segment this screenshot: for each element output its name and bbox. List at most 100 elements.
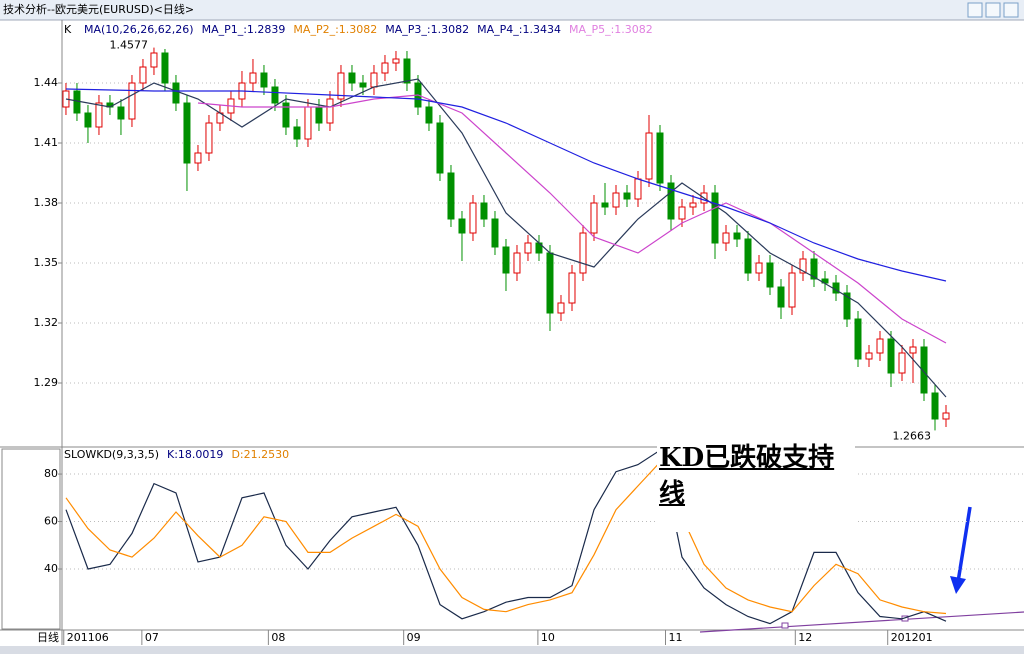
y-tick-label: 1.32 [34,316,59,329]
candle-body [557,302,565,314]
ma-line [65,78,947,398]
low-label: 1.2663 [893,429,932,442]
candle-body [755,262,763,274]
marker [781,622,789,629]
candle-body [392,58,400,64]
candle-body [150,52,158,68]
candle-body [788,272,796,308]
candle-body [403,58,411,84]
y-tick-label: 60 [44,515,58,528]
y-tick-label: 1.44 [34,76,59,89]
candle-body [931,392,939,420]
x-tick-label: 201201 [891,631,933,644]
candle-body [425,106,433,124]
candle-body [95,102,103,128]
candle-body [117,106,125,120]
button[interactable] [1003,2,1019,18]
candle-body [315,106,323,124]
candle-body [469,202,477,234]
arrow [956,506,972,583]
x-tick-label: 09 [407,631,421,644]
x-axis-label: 日线 [37,630,59,644]
x-tick-label: 11 [668,631,682,644]
candle-body [183,102,191,164]
candle-body [887,338,895,374]
candle-body [436,122,444,174]
kd-line [65,449,947,625]
x-tick-label: 12 [798,631,812,644]
window-title: 技术分析--欧元美元(EURUSD)<日线> [3,2,194,16]
legend-entry: D:21.2530 [231,448,289,461]
x-tick-label: 08 [271,631,285,644]
candle-body [601,202,609,208]
candle-body [876,338,884,354]
candle-body [909,346,917,354]
candle-body [843,292,851,320]
candle-body [513,252,521,274]
candle-body [678,206,686,220]
candle-body [447,172,455,220]
candle-body [766,262,774,288]
candle-body [139,66,147,84]
candle-body [623,192,631,200]
candle-body [777,286,785,308]
candle-body [128,82,136,120]
candle-body [293,126,301,140]
legend-entry: MA_P2_:1.3082 [293,23,377,36]
y-tick-label: 1.38 [34,196,59,209]
candle-body [84,112,92,128]
y-tick-label: 1.35 [34,256,59,269]
candle-body [194,152,202,164]
candle-body [370,72,378,88]
candle-body [458,218,466,234]
high-label: 1.4577 [109,39,148,52]
candle-body [304,106,312,140]
panel-label: K [64,23,72,36]
candle-body [260,72,268,88]
legend-entry: MA_P3_:1.3082 [385,23,469,36]
candle-body [810,258,818,280]
legend-entry: K:18.0019 [167,448,223,461]
ma-line [65,88,947,282]
candle-body [271,86,279,104]
y-tick-label: 40 [44,562,58,575]
candle-body [480,202,488,220]
candle-body [348,72,356,84]
arrow-head [950,576,966,594]
y-tick-label: 1.29 [34,376,59,389]
annotation: KD已跌破支持线 [657,440,855,532]
candle-body [920,346,928,394]
candle-body [546,252,554,314]
candle-body [645,132,653,180]
candle-body [942,412,950,420]
candle-body [524,242,532,254]
legend-entry: SLOWKD(9,3,3,5) [64,448,159,461]
candle-body [381,62,389,74]
y-tick-label: 80 [44,467,58,480]
button[interactable] [967,2,983,18]
candle-body [865,352,873,360]
candle-body [502,246,510,274]
candle-body [172,82,180,104]
support-line [699,611,1024,633]
candle-body [161,52,169,84]
x-tick-label: 07 [145,631,159,644]
panel-frame [1,448,61,630]
candle-body [799,258,807,274]
x-tick-label: 201106 [67,631,109,644]
candle-body [722,232,730,244]
legend-entry: MA(10,26,26,62,26) [84,23,194,36]
candle-body [634,178,642,200]
title-bar [0,0,1024,20]
kd-line [65,461,947,615]
candle-body [73,90,81,114]
candle-body [898,352,906,374]
status-bar [0,646,1024,654]
button[interactable] [985,2,1001,18]
candle-body [612,192,620,208]
candle-body [744,238,752,274]
legend-entry: MA_P5_:1.3082 [569,23,653,36]
candle-body [733,232,741,240]
